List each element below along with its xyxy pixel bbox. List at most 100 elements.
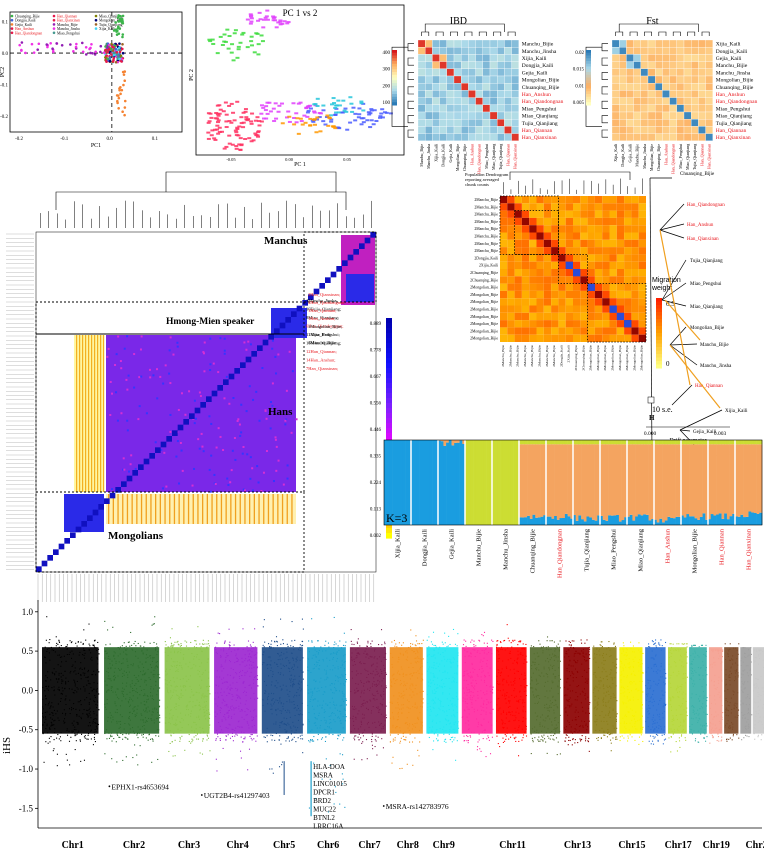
fs-diagonal-cell xyxy=(359,243,365,249)
fs-scale-step xyxy=(386,398,392,404)
fs-scale-step xyxy=(386,338,392,344)
mig-cell xyxy=(587,276,595,284)
adm-bar-blue xyxy=(416,440,420,525)
mig-cell xyxy=(624,232,632,240)
ibd-cell xyxy=(432,126,440,134)
pca1-legend-marker xyxy=(52,18,56,22)
adm-bar-yellow xyxy=(756,440,760,445)
pca1-point xyxy=(123,99,127,103)
fst-cell xyxy=(691,83,699,91)
ihs-point xyxy=(49,638,51,641)
fs-hans-noise xyxy=(134,467,137,470)
ihs-point xyxy=(219,633,221,635)
mig-cell xyxy=(631,283,639,291)
pca1-point xyxy=(32,51,36,54)
ibd-cell xyxy=(453,83,462,91)
ihs-point xyxy=(86,738,88,740)
mig-col-label: 2Manchu_Bijie xyxy=(508,345,512,367)
mig-cell xyxy=(616,283,625,291)
mig-cell xyxy=(507,312,515,321)
mig-cell xyxy=(580,232,588,240)
fs-hans-noise xyxy=(245,410,248,413)
ihs-point xyxy=(376,754,378,756)
fs-hans-noise xyxy=(217,427,220,430)
fs-hans-noise xyxy=(127,374,130,377)
ibd-cell xyxy=(482,68,491,77)
ihs-chr-label: Chr5 xyxy=(273,840,295,850)
mig-cell xyxy=(602,276,610,284)
fst-dendro-left-branch xyxy=(601,100,608,109)
fs-hans-noise xyxy=(242,488,245,491)
fst-cell xyxy=(662,119,670,127)
tree-leaf-label: Han_Anshun xyxy=(687,223,714,228)
mig-cell xyxy=(529,261,537,269)
fs-diagonal-cell xyxy=(92,509,99,516)
ihs-point xyxy=(290,733,292,735)
ihs-point xyxy=(242,628,244,630)
adm-group-label: Han_Qiannan xyxy=(719,528,726,565)
ibd-cell xyxy=(446,97,455,105)
adm-bar-blue xyxy=(459,440,463,525)
mig-cell xyxy=(609,225,617,233)
fs-hans-noise xyxy=(284,423,287,426)
fs-hans-noise xyxy=(249,456,252,459)
pca1-point xyxy=(110,43,113,46)
ibd-scale-tick: 200 xyxy=(383,84,391,89)
fst-cell xyxy=(647,68,656,77)
pca2-point xyxy=(215,121,220,124)
ibd-col-label: Xijia_Kaili xyxy=(433,143,438,162)
pca1-point xyxy=(116,99,119,103)
fs-diagonal-cell xyxy=(115,487,121,493)
ihs-point xyxy=(98,709,100,711)
fst-cell xyxy=(683,83,692,91)
ihs-point xyxy=(257,697,259,699)
fst-cell xyxy=(676,68,685,77)
fst-cell xyxy=(626,54,634,62)
pca2-point xyxy=(312,103,317,106)
fst-cell xyxy=(647,83,656,91)
ibd-cell xyxy=(497,47,505,55)
adm-bar-orange xyxy=(627,444,630,517)
mig-row-label: 2Dongjia_Kaili xyxy=(474,256,498,260)
pca2-point xyxy=(261,26,266,29)
ihs-point xyxy=(257,685,259,687)
mig-cell xyxy=(543,290,552,299)
mig-col-label: 2Manchu_Bijie xyxy=(552,345,556,367)
adm-bar-yellow xyxy=(540,440,544,445)
adm-bar-yellow xyxy=(724,440,728,445)
ihs-point xyxy=(87,738,89,740)
adm-bar-yellow xyxy=(537,440,541,445)
pca2-point xyxy=(368,112,373,115)
adm-bar-blue xyxy=(435,440,439,525)
fs-mongol-stripe xyxy=(150,494,152,524)
ihs-point xyxy=(327,642,330,644)
pca1-point xyxy=(120,60,123,63)
mig-cell xyxy=(580,225,588,233)
ibd-scale-step xyxy=(392,77,397,81)
fs-hans-noise xyxy=(126,419,129,422)
fst-cell xyxy=(647,61,656,69)
adm-bar-yellow xyxy=(551,440,555,445)
adm-bar-yellow xyxy=(527,440,531,445)
fs-mongol-stripe xyxy=(239,494,241,524)
ihs-point xyxy=(217,736,219,738)
fst-scale-step xyxy=(586,83,591,87)
tree-leaf-label: Miao_Qianjiang xyxy=(690,305,723,310)
ihs-point xyxy=(225,739,227,741)
fs-hans-noise xyxy=(275,372,278,375)
ihs-point xyxy=(302,724,304,726)
mig-cell xyxy=(602,196,610,204)
adm-bar-yellow xyxy=(616,440,620,445)
ihs-point xyxy=(311,739,313,741)
fs-diagonal-cell xyxy=(262,339,269,346)
fs-hans-noise xyxy=(271,404,274,407)
pca2-point xyxy=(216,132,221,135)
fs-diagonal-cell xyxy=(143,458,150,465)
mig-cell xyxy=(521,327,530,335)
ihs-point xyxy=(299,644,301,646)
ihs-point xyxy=(45,741,47,743)
ibd-scale-step xyxy=(392,88,397,92)
adm-bar-yellow xyxy=(697,440,701,445)
fst-cell xyxy=(676,133,685,141)
fs-mongol-stripe xyxy=(173,494,176,524)
